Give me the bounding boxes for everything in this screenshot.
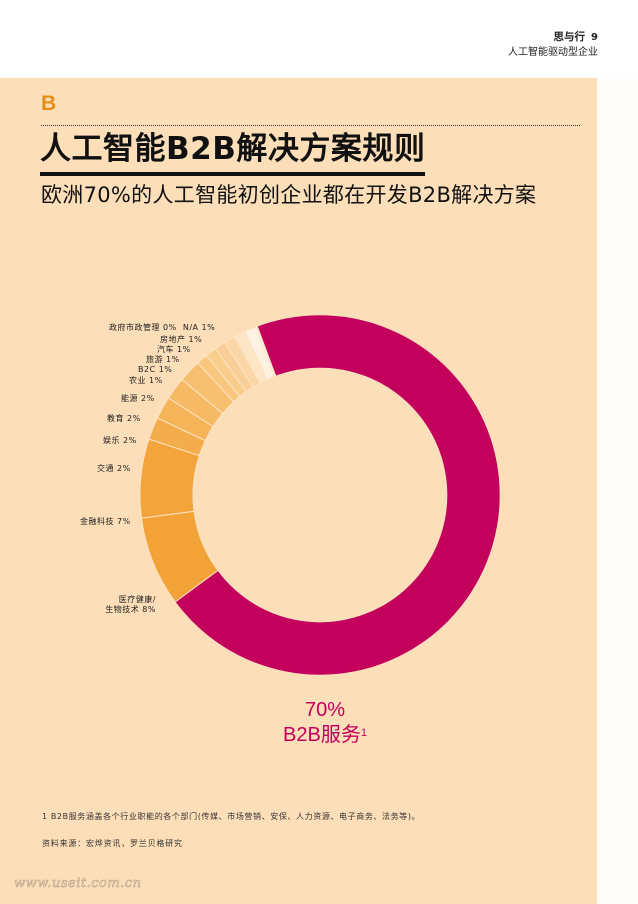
- label-energy: 能源 2%: [121, 394, 155, 403]
- label-travel: 旅游 1%: [146, 355, 180, 364]
- page-subtitle: 欧洲70%的人工智能初创企业都在开发B2B解决方案: [41, 183, 537, 207]
- header-subtitle: 人工智能驱动型企业: [508, 47, 598, 58]
- header-section: 思与行: [553, 31, 586, 43]
- label-edu: 教育 2%: [107, 414, 141, 423]
- label-agri: 农业 1%: [129, 376, 163, 385]
- page-margin-strip: [597, 78, 638, 904]
- label-ent: 娱乐 2%: [103, 436, 137, 445]
- section-letter: B: [41, 92, 57, 115]
- page-number: 9: [591, 32, 598, 43]
- donut-slice-13: [254, 325, 277, 378]
- footnote: 1 B2B服务涵盖各个行业职能的各个部门(传媒、市场营销、安保、人力资源、电子商…: [42, 812, 421, 821]
- dotted-divider: [41, 125, 580, 126]
- label-health: 医疗健康/ 生物技术 8%: [105, 595, 156, 614]
- label-na: N/A 1%: [182, 323, 216, 332]
- label-transport: 交通 2%: [97, 464, 131, 473]
- donut-slice-0: [174, 314, 501, 676]
- page-title: 人工智能B2B解决方案规则: [40, 128, 426, 176]
- label-fintech: 金融科技 7%: [80, 517, 131, 526]
- label-auto: 汽车 1%: [157, 345, 191, 354]
- b2b-label: B2B服务: [283, 724, 361, 746]
- page-header: 思与行 9 人工智能驱动型企业: [508, 30, 598, 60]
- footnote-marker: 1: [360, 727, 367, 739]
- b2b-percent: 70%: [304, 699, 346, 721]
- label-realestate: 房地产 1%: [160, 335, 203, 344]
- source-note: 资料来源：宏烨资讯，罗兰贝格研究: [42, 839, 183, 848]
- watermark: www.useit.com.cn: [14, 876, 142, 892]
- b2b-highlight: 70% B2B服务1: [250, 698, 400, 748]
- label-gov: 政府市政管理 0% N/A 1%: [109, 323, 216, 332]
- label-b2c: B2C 1%: [138, 365, 173, 374]
